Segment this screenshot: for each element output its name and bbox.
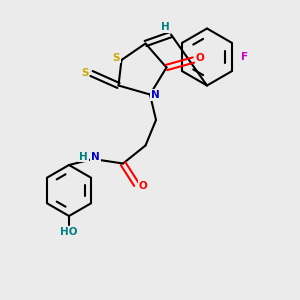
Text: S: S [112, 52, 120, 63]
Text: N: N [151, 90, 160, 100]
Text: O: O [196, 53, 205, 64]
Text: H: H [79, 152, 88, 162]
Text: S: S [81, 68, 89, 79]
Text: O: O [139, 181, 148, 191]
Text: N: N [91, 152, 100, 162]
Text: HO: HO [60, 226, 77, 237]
Text: H: H [161, 22, 170, 32]
Text: F: F [241, 52, 248, 62]
